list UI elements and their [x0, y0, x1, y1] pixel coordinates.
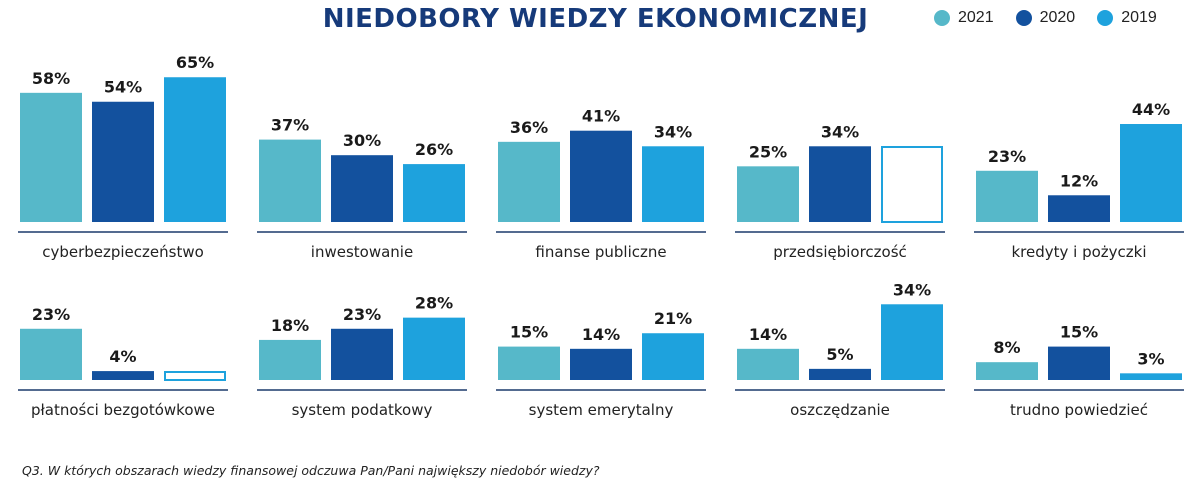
- value-label-płatności-bezgotówkowe-2021: 23%: [32, 305, 70, 324]
- category-label-system-emerytalny: system emerytalny: [529, 401, 674, 419]
- bar-oszczędzanie-2021: [737, 348, 799, 380]
- value-label-system-emerytalny-2021: 15%: [510, 323, 548, 342]
- bar-inwestowanie-2019: [403, 164, 465, 222]
- legend-item-2021: 2021: [934, 9, 994, 27]
- value-label-system-podatkowy-2019: 28%: [415, 294, 453, 313]
- legend-swatch-2020: [1015, 10, 1032, 26]
- legend: 2021 2020 2019: [934, 9, 1157, 27]
- bar-trudno-powiedzieć-2020: [1048, 346, 1110, 380]
- value-label-płatności-bezgotówkowe-2020: 4%: [109, 347, 136, 366]
- bar-system-emerytalny-2020: [570, 348, 632, 380]
- value-label-oszczędzanie-2020: 5%: [826, 345, 853, 364]
- bar-płatności-bezgotówkowe-2020: [92, 371, 154, 380]
- bar-finanse-publiczne-2021: [498, 141, 560, 222]
- category-label-system-podatkowy: system podatkowy: [292, 401, 433, 419]
- value-label-oszczędzanie-2021: 14%: [749, 325, 787, 344]
- bar-oszczędzanie-2019: [881, 304, 943, 380]
- value-label-system-emerytalny-2019: 21%: [654, 309, 692, 328]
- bar-trudno-powiedzieć-2021: [976, 362, 1038, 380]
- bar-system-podatkowy-2020: [331, 328, 393, 380]
- category-label-kredyty-i-pożyczki: kredyty i pożyczki: [1011, 243, 1146, 261]
- value-label-kredyty-i-pożyczki-2021: 23%: [988, 147, 1026, 166]
- bar-oszczędzanie-2020: [809, 368, 871, 380]
- bar-system-podatkowy-2019: [403, 317, 465, 380]
- footnote: Q3. W których obszarach wiedzy finansowe…: [22, 463, 600, 478]
- bar-inwestowanie-2021: [259, 139, 321, 222]
- legend-label-2019: 2019: [1121, 9, 1157, 26]
- bar-inwestowanie-2020: [331, 155, 393, 222]
- bar-przedsiębiorczość-2021: [737, 166, 799, 222]
- value-label-system-podatkowy-2021: 18%: [271, 316, 309, 335]
- value-label-inwestowanie-2021: 37%: [271, 116, 309, 135]
- bar-empty-płatności-bezgotówkowe-2019: [164, 371, 226, 381]
- value-label-oszczędzanie-2019: 34%: [893, 280, 931, 299]
- bar-kredyty-i-pożyczki-2021: [976, 170, 1038, 222]
- value-label-kredyty-i-pożyczki-2020: 12%: [1060, 171, 1098, 190]
- legend-swatch-2021: [934, 10, 950, 26]
- value-label-cyberbezpieczeństwo-2020: 54%: [104, 78, 142, 97]
- chart-title: NIEDOBORY WIEDZY EKONOMICZNEJ: [322, 4, 869, 34]
- value-label-kredyty-i-pożyczki-2019: 44%: [1132, 100, 1170, 119]
- legend-item-2019: 2019: [1097, 9, 1157, 27]
- category-label-trudno-powiedzieć: trudno powiedzieć: [1010, 401, 1148, 419]
- value-label-system-podatkowy-2020: 23%: [343, 305, 381, 324]
- legend-label-2020: 2020: [1039, 9, 1076, 26]
- bar-cyberbezpieczeństwo-2020: [92, 101, 154, 222]
- bar-trudno-powiedzieć-2019: [1120, 373, 1182, 380]
- category-label-płatności-bezgotówkowe: płatności bezgotówkowe: [31, 401, 215, 419]
- bar-finanse-publiczne-2020: [570, 130, 632, 222]
- value-label-trudno-powiedzieć-2019: 3%: [1137, 349, 1164, 368]
- legend-label-2021: 2021: [958, 9, 994, 26]
- value-label-finanse-publiczne-2019: 34%: [654, 122, 692, 141]
- bar-cyberbezpieczeństwo-2019: [164, 77, 226, 223]
- bar-system-podatkowy-2021: [259, 339, 321, 380]
- value-label-system-emerytalny-2020: 14%: [582, 325, 620, 344]
- value-label-inwestowanie-2020: 30%: [343, 131, 381, 150]
- category-label-finanse-publiczne: finanse publiczne: [535, 243, 666, 261]
- value-label-przedsiębiorczość-2020: 34%: [821, 122, 859, 141]
- bar-empty-przedsiębiorczość-2019: [881, 146, 943, 223]
- bar-płatności-bezgotówkowe-2021: [20, 328, 82, 380]
- value-label-trudno-powiedzieć-2020: 15%: [1060, 323, 1098, 342]
- bar-kredyty-i-pożyczki-2020: [1048, 195, 1110, 222]
- bar-system-emerytalny-2021: [498, 346, 560, 380]
- value-label-finanse-publiczne-2021: 36%: [510, 118, 548, 137]
- category-label-przedsiębiorczość: przedsiębiorczość: [773, 243, 907, 261]
- bar-system-emerytalny-2019: [642, 333, 704, 380]
- value-label-inwestowanie-2019: 26%: [415, 140, 453, 159]
- value-label-trudno-powiedzieć-2021: 8%: [993, 338, 1020, 357]
- legend-item-2020: 2020: [1015, 9, 1076, 27]
- bar-kredyty-i-pożyczki-2019: [1120, 124, 1182, 222]
- value-label-przedsiębiorczość-2021: 25%: [749, 142, 787, 161]
- category-label-cyberbezpieczeństwo: cyberbezpieczeństwo: [42, 243, 204, 261]
- bar-cyberbezpieczeństwo-2021: [20, 92, 82, 222]
- value-label-cyberbezpieczeństwo-2019: 65%: [176, 53, 214, 72]
- category-label-oszczędzanie: oszczędzanie: [790, 401, 890, 419]
- bar-finanse-publiczne-2019: [642, 146, 704, 222]
- legend-swatch-2019: [1097, 10, 1114, 26]
- category-label-inwestowanie: inwestowanie: [311, 243, 413, 261]
- bar-przedsiębiorczość-2020: [809, 146, 871, 222]
- value-label-finanse-publiczne-2020: 41%: [582, 107, 620, 126]
- value-label-cyberbezpieczeństwo-2021: 58%: [32, 69, 70, 88]
